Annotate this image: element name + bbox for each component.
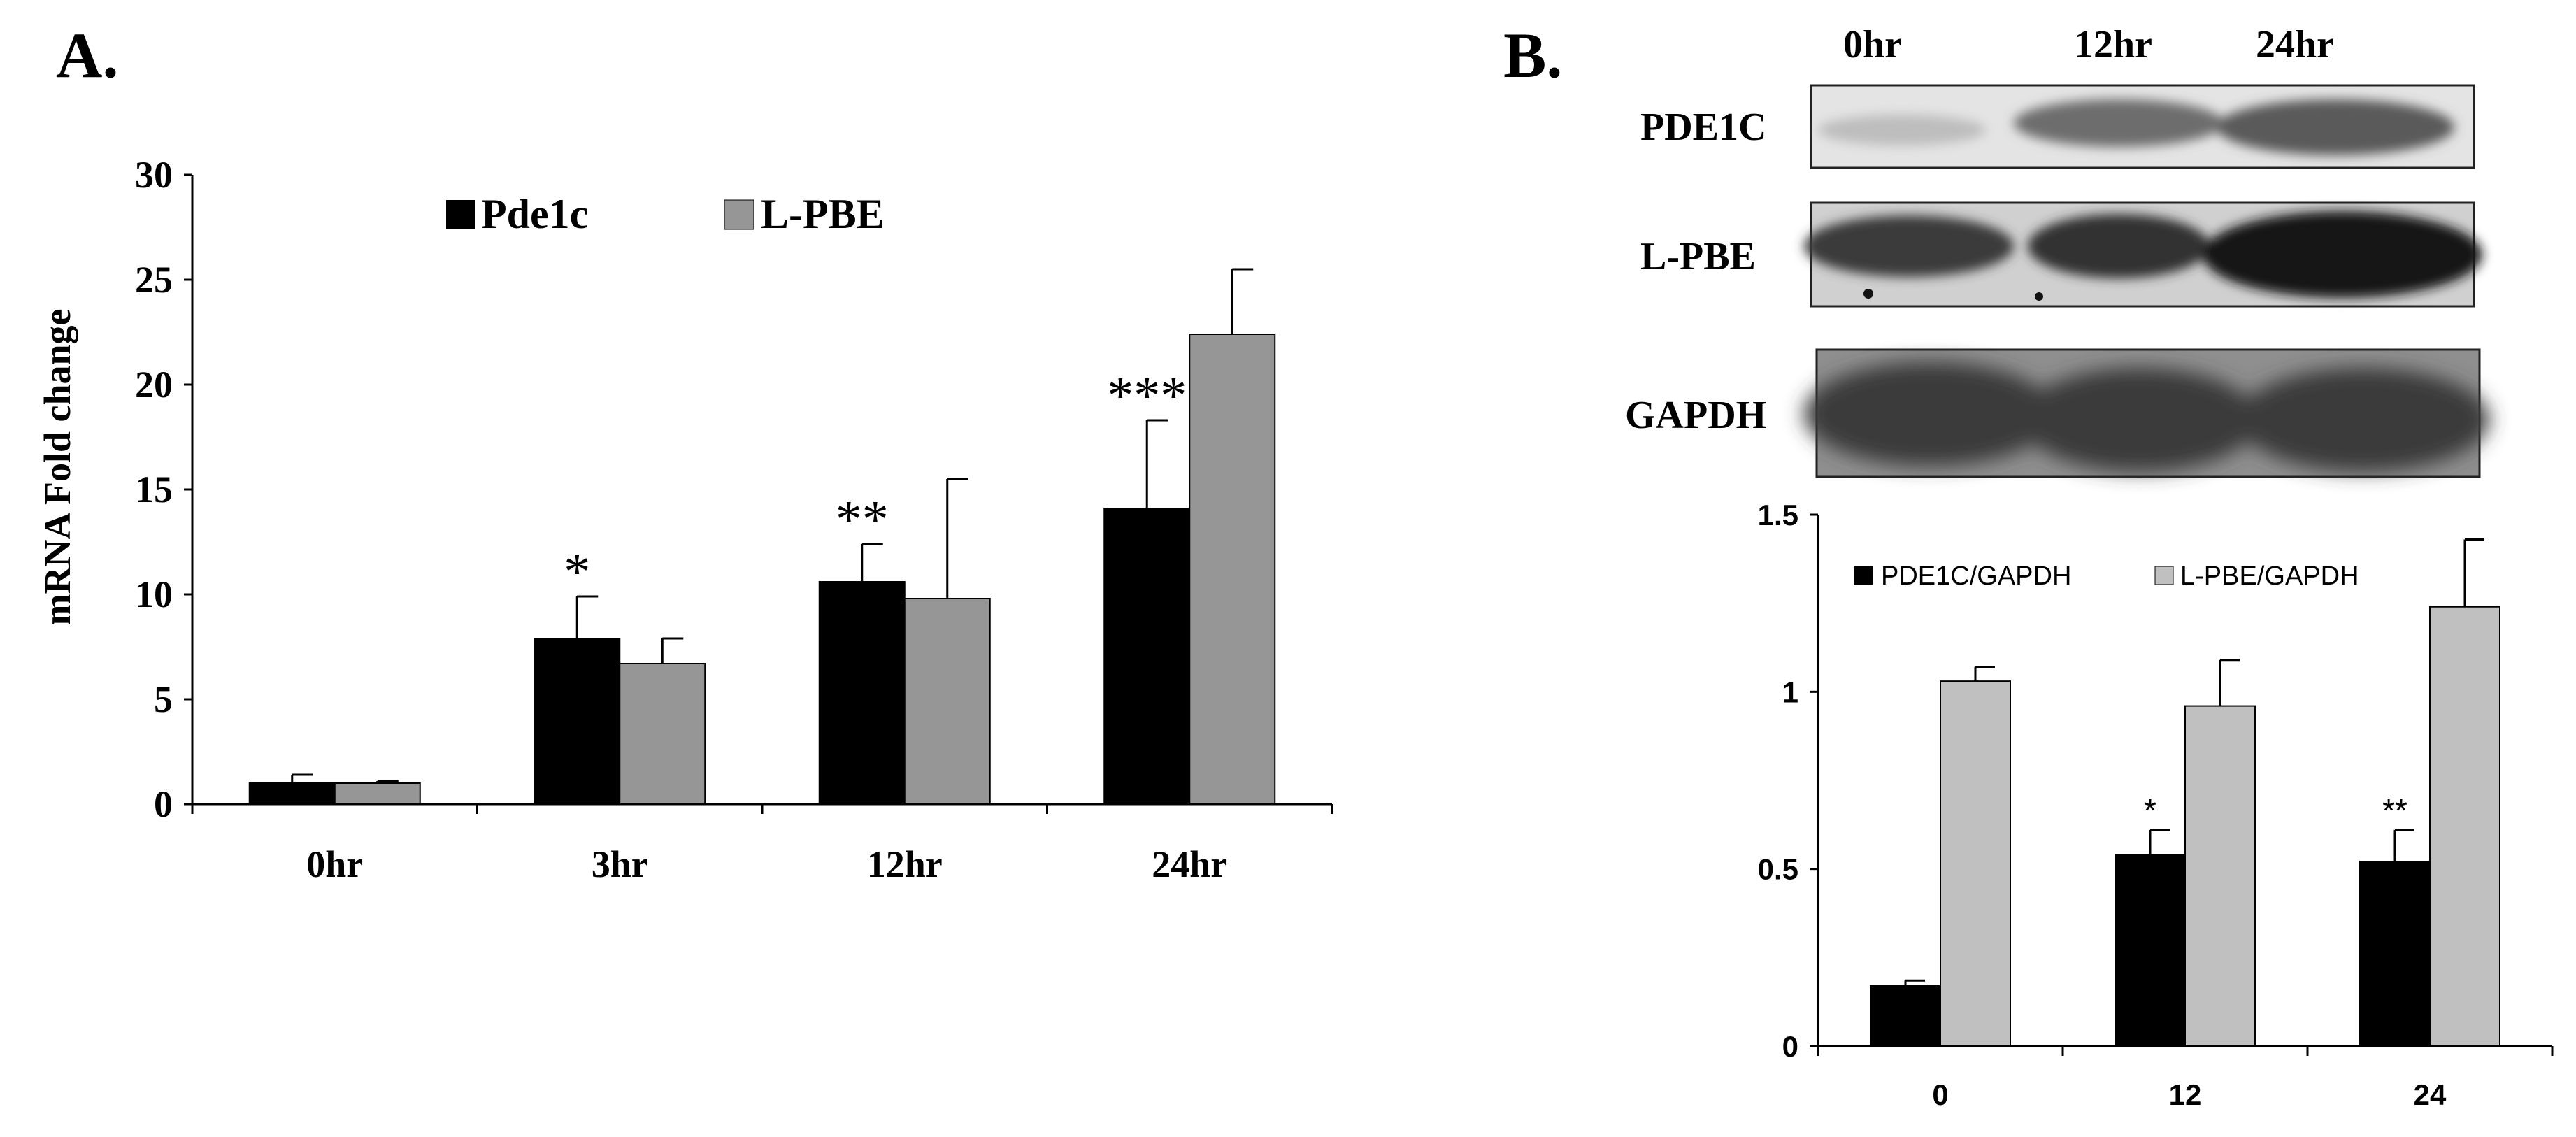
legend-swatch-lpbe	[724, 199, 754, 230]
chart-b-bars: * **	[1870, 538, 2500, 1047]
blot-strip-gapdh	[1804, 348, 2489, 478]
bar	[2359, 861, 2431, 1047]
y-tick-label: 1.5	[1758, 499, 1798, 531]
blot-row-label: PDE1C	[1640, 106, 1766, 149]
y-tick-label: 20	[135, 364, 173, 406]
chart-a-axes: 0 5 10 15 20 25 30 0hr 3hr 12hr 24hr	[135, 154, 1333, 885]
panel-b-letter: B.	[1503, 20, 1562, 91]
bar	[1870, 985, 1941, 1047]
y-tick-label: 15	[135, 469, 173, 510]
significance-marker: **	[2382, 792, 2407, 829]
western-blot: 0hr 12hr 24hr PDE1C L-PBE GAPDH	[1625, 23, 2489, 478]
blot-time-label: 24hr	[2256, 23, 2334, 66]
significance-marker: *	[2144, 792, 2156, 829]
y-tick-label: 5	[154, 678, 173, 720]
legend-label-lpbe: L-PBE	[761, 191, 885, 237]
bar	[1103, 508, 1191, 805]
x-category-label: 0	[1932, 1078, 1948, 1111]
bar	[534, 638, 621, 805]
legend-swatch-pde1c-gapdh	[1854, 566, 1873, 585]
significance-marker: ***	[1107, 366, 1187, 425]
y-tick-label: 30	[135, 154, 173, 196]
x-category-label: 24	[2414, 1078, 2447, 1111]
chart-a-bars: ******	[248, 268, 1276, 805]
blot-strip-lpbe	[1804, 201, 2482, 308]
bar	[334, 782, 421, 805]
x-category-label: 24hr	[1152, 843, 1227, 885]
chart-a-legend: Pde1c L-PBE	[446, 191, 885, 237]
bar	[2115, 854, 2186, 1047]
bar	[1189, 334, 1276, 805]
significance-marker: **	[836, 490, 889, 549]
bar	[818, 581, 906, 805]
legend-label-pde1c: Pde1c	[481, 191, 588, 237]
blot-row-label: L-PBE	[1640, 235, 1756, 278]
bar	[1940, 680, 2011, 1047]
bar	[2429, 606, 2500, 1047]
legend-swatch-lpbe-gapdh	[2154, 566, 2174, 585]
x-category-label: 0hr	[306, 843, 363, 885]
y-tick-label: 0	[154, 783, 173, 825]
y-tick-label: 1	[1782, 675, 1798, 708]
bar	[903, 598, 991, 805]
y-tick-label: 10	[135, 573, 173, 615]
blot-strip-pde1c	[1810, 84, 2475, 169]
bar	[248, 782, 336, 805]
chart-a-ylabel: mRNA Fold change	[36, 308, 78, 625]
x-category-label: 12	[2169, 1078, 2202, 1111]
legend-label-pde1c-gapdh: PDE1C/GAPDH	[1881, 562, 2071, 591]
chart-a: mRNA Fold change 0 5 10 15 20 25 30 0hr 3hr 12hr 2…	[36, 154, 1333, 885]
bar	[2184, 705, 2256, 1047]
x-category-label: 3hr	[592, 843, 648, 885]
legend-swatch-pde1c	[446, 200, 475, 229]
x-category-label: 12hr	[867, 843, 943, 885]
chart-b-legend: PDE1C/GAPDH L-PBE/GAPDH	[1854, 562, 2359, 591]
panel-a-letter: A.	[56, 20, 118, 91]
legend-label-lpbe-gapdh: L-PBE/GAPDH	[2180, 562, 2359, 591]
blot-row-label: GAPDH	[1625, 394, 1766, 437]
significance-marker: *	[564, 543, 590, 601]
y-tick-label: 0	[1782, 1030, 1798, 1063]
blot-time-label: 0hr	[1843, 23, 1902, 66]
chart-b: 00.511.50 12 24 * ** PDE1C/GAPDH L-PBE/GAPD…	[1758, 499, 2554, 1111]
y-tick-label: 0.5	[1758, 853, 1798, 886]
bar	[619, 663, 706, 805]
blot-time-label: 12hr	[2074, 23, 2152, 66]
y-tick-label: 25	[135, 259, 173, 301]
